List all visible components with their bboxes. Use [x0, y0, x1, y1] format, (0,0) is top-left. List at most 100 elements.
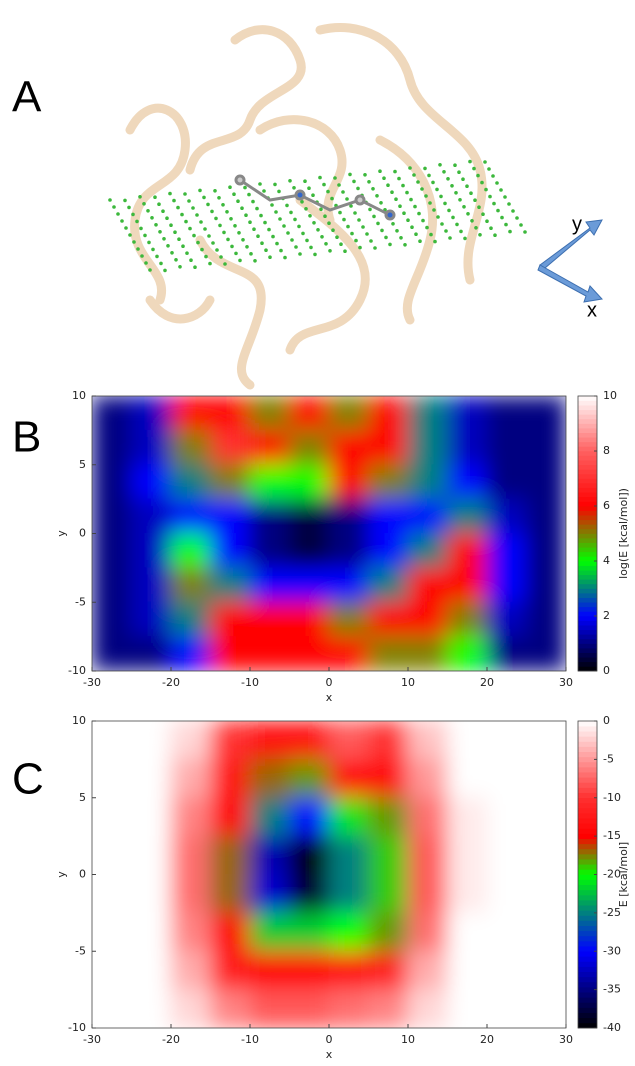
heat-cell [368, 836, 409, 875]
colorbar-tick-label: 0 [603, 714, 610, 727]
heat-cell [447, 396, 488, 431]
heat-cell [368, 464, 409, 499]
heat-cell [250, 602, 291, 637]
heat-cell [408, 430, 449, 465]
heat-cell [210, 759, 251, 798]
heat-cell [526, 636, 567, 671]
heat-cell [289, 499, 330, 534]
heat-cell [526, 797, 567, 836]
heat-cell [210, 533, 251, 568]
colorbar-tick-label: -5 [603, 752, 614, 765]
heat-cell [250, 567, 291, 602]
heat-cell [289, 951, 330, 990]
heat-cell [329, 567, 370, 602]
heat-cell [447, 721, 488, 760]
heat-cell [171, 567, 212, 602]
y-axis-label: y [55, 871, 68, 878]
heat-cell [408, 464, 449, 499]
heat-cell [210, 951, 251, 990]
heat-cell [526, 912, 567, 951]
heat-cell [250, 499, 291, 534]
heat-cell [368, 989, 409, 1028]
heat-cell [210, 797, 251, 836]
y-axis-label: y [55, 530, 68, 537]
colorbar-label: log(E [kcal/mol]) [617, 488, 630, 579]
heat-cell [368, 951, 409, 990]
heat-cell [289, 836, 330, 875]
heat-cell [447, 989, 488, 1028]
x-tick-label: -30 [83, 676, 101, 689]
heat-cell [210, 836, 251, 875]
heat-cell [368, 912, 409, 951]
heat-cell [408, 912, 449, 951]
heat-cell [447, 912, 488, 951]
heat-cell [92, 430, 133, 465]
heat-cell [171, 430, 212, 465]
heat-cell [447, 836, 488, 875]
x-tick-label: 0 [326, 676, 333, 689]
x-tick-label: 30 [559, 676, 573, 689]
heat-cell [447, 636, 488, 671]
heat-cell [408, 989, 449, 1028]
heat-cell [487, 499, 528, 534]
heat-cell [368, 797, 409, 836]
heat-cell [408, 636, 449, 671]
heat-cell [408, 602, 449, 637]
heat-cell [171, 721, 212, 760]
heat-cell [289, 989, 330, 1028]
heat-cell [487, 874, 528, 913]
heat-cell [526, 951, 567, 990]
y-tick-label: 5 [79, 791, 86, 804]
heat-cell [487, 951, 528, 990]
heat-cell [408, 533, 449, 568]
y-tick-label: -5 [75, 944, 86, 957]
heat-cell [329, 430, 370, 465]
heat-cell [250, 533, 291, 568]
heat-cell [408, 874, 449, 913]
x-tick-label: 10 [401, 676, 415, 689]
heat-cell [487, 797, 528, 836]
heat-cell [171, 951, 212, 990]
heat-cell [210, 721, 251, 760]
heat-cell [329, 836, 370, 875]
y-tick-label: -5 [75, 595, 86, 608]
heat-cell [131, 797, 172, 836]
panel-label: A [12, 73, 42, 122]
heat-cell [289, 636, 330, 671]
heat-cell [487, 533, 528, 568]
heat-cell [408, 499, 449, 534]
heat-cell [447, 430, 488, 465]
heat-cell [329, 464, 370, 499]
heat-cell [131, 836, 172, 875]
heat-cell [171, 499, 212, 534]
heat-cell [526, 464, 567, 499]
heat-cell [289, 759, 330, 798]
heat-cell [210, 874, 251, 913]
protein-illustration [130, 27, 482, 385]
heatmap [92, 721, 567, 1029]
heat-cell [92, 989, 133, 1028]
heat-cell [289, 430, 330, 465]
heat-cell [250, 759, 291, 798]
heat-cell [329, 759, 370, 798]
heat-cell [92, 499, 133, 534]
heat-cell [250, 951, 291, 990]
y-tick-label: 0 [79, 868, 86, 881]
heat-cell [210, 499, 251, 534]
heat-cell [289, 533, 330, 568]
heat-cell [131, 396, 172, 431]
heat-cell [526, 499, 567, 534]
heat-cell [329, 951, 370, 990]
heat-cell [368, 396, 409, 431]
heat-cell [250, 797, 291, 836]
heat-cell [171, 636, 212, 671]
heat-cell [92, 602, 133, 637]
heat-cell [131, 602, 172, 637]
heat-cell [368, 874, 409, 913]
heat-cell [250, 430, 291, 465]
heat-cell [329, 533, 370, 568]
heat-cell [131, 759, 172, 798]
heat-cell [92, 464, 133, 499]
heat-cell [368, 721, 409, 760]
heat-cell [329, 721, 370, 760]
